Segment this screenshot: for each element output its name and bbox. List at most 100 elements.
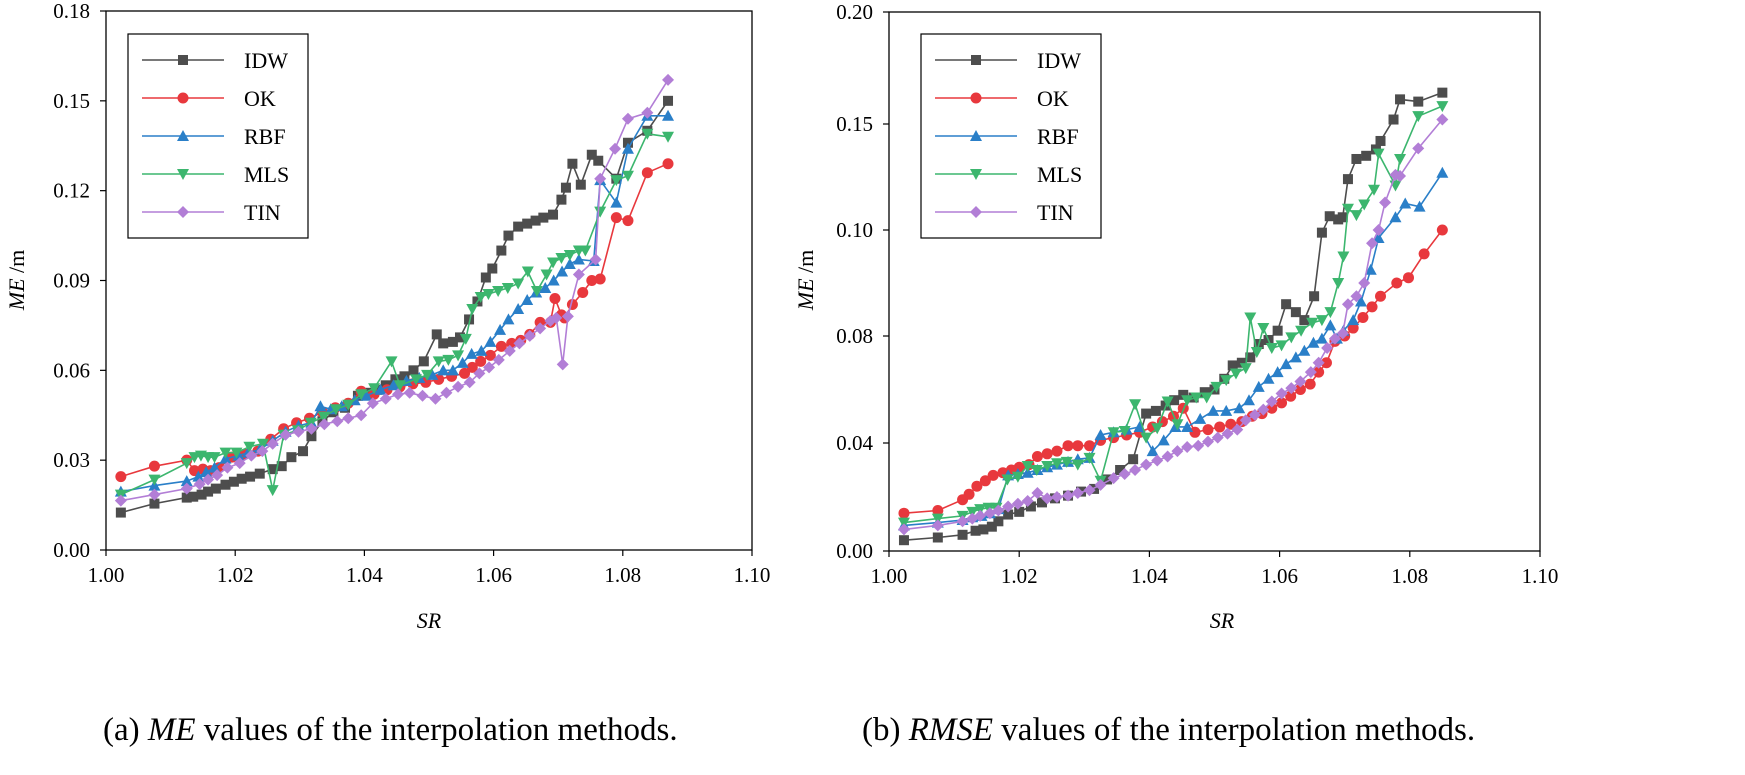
data-point-mls: [466, 303, 479, 315]
data-point-mls: [662, 131, 675, 143]
data-point-rbf: [192, 470, 205, 482]
data-point-mls: [1367, 184, 1380, 196]
data-point-mls: [180, 458, 193, 470]
data-point-idw: [1245, 352, 1256, 363]
data-point-rbf: [1220, 404, 1233, 416]
legend-item-idw: IDW: [935, 48, 1081, 73]
caption-b-italic: RMSE: [908, 712, 994, 748]
data-point-rbf: [1354, 295, 1367, 307]
data-point-ok: [1347, 322, 1359, 334]
caption-b-prefix: (b): [862, 712, 909, 748]
data-point-tin: [1436, 113, 1449, 126]
data-point-ok: [1202, 424, 1214, 436]
data-point-tin: [366, 397, 379, 410]
data-point-mls: [579, 245, 592, 257]
data-point-mls: [219, 447, 232, 459]
data-point-tin: [594, 172, 607, 185]
data-point-idw: [560, 182, 571, 193]
data-point-mls: [1239, 363, 1252, 375]
data-point-tin: [1050, 491, 1063, 503]
y-tick-label: 0.06: [53, 358, 90, 382]
plot-frame: [888, 11, 1541, 552]
legend-item-mls: MLS: [142, 162, 289, 187]
legend-label: TIN: [1037, 200, 1074, 225]
legend-label: MLS: [1037, 162, 1082, 187]
data-point-tin: [1181, 441, 1194, 454]
data-point-tin: [561, 310, 574, 323]
data-point-tin: [534, 322, 547, 335]
data-point-tin: [463, 376, 476, 389]
x-tick-label: 1.02: [217, 563, 254, 587]
data-point-rbf: [232, 449, 245, 461]
data-point-tin: [1192, 439, 1205, 452]
data-point-idw: [575, 179, 586, 190]
data-point-ok: [1294, 384, 1306, 395]
data-point-ok: [1062, 440, 1074, 452]
x-axis-label: SR: [417, 608, 442, 633]
data-point-idw: [181, 492, 192, 503]
data-point-idw: [993, 516, 1004, 527]
data-point-rbf: [1436, 166, 1449, 178]
chart-rmse: 1.00 1.02 1.04 1.06 1.08 1.10 0.00 0.04 0.08 0.10…: [793, 0, 1558, 633]
data-point-tin: [621, 112, 634, 125]
data-point-tin: [202, 473, 215, 486]
x-tick-label: 1.08: [604, 563, 641, 587]
data-point-tin: [589, 253, 602, 266]
data-point-ok: [898, 507, 910, 519]
data-point-tin: [572, 268, 585, 281]
data-point-ok: [1276, 397, 1288, 409]
data-point-idw: [447, 336, 458, 347]
data-point-idw: [1128, 454, 1139, 465]
data-point-idw: [538, 212, 549, 223]
data-point-tin: [1304, 366, 1317, 379]
data-point-ok: [1436, 224, 1448, 236]
data-point-mls: [512, 278, 525, 290]
data-point-tin: [221, 461, 234, 474]
chart-me: 1.00 1.02 1.04 1.06 1.08 1.10 0.00 0.03 0.06 0.09…: [4, 0, 770, 633]
data-point-mls: [1021, 460, 1034, 472]
data-point-idw: [455, 332, 466, 343]
data-point-mls: [243, 441, 256, 453]
legend-marker: [177, 92, 189, 104]
data-point-ok: [1225, 418, 1237, 430]
data-point-tin: [1372, 224, 1385, 236]
data-point-rbf: [1262, 372, 1275, 384]
data-point-rbf: [1181, 420, 1194, 432]
data-point-tin: [609, 142, 622, 155]
data-point-ok: [1266, 402, 1278, 414]
legend: IDW OK RBF MLS TIN: [920, 33, 1102, 239]
data-point-rbf: [360, 389, 373, 401]
data-point-tin: [379, 392, 392, 405]
data-point-mls: [1295, 325, 1308, 337]
data-point-tin: [641, 106, 654, 119]
data-point-idw: [522, 218, 533, 229]
data-point-rbf: [521, 293, 534, 305]
data-point-tin: [416, 389, 429, 402]
data-point-idw: [1150, 405, 1161, 416]
data-point-idw: [1003, 509, 1014, 520]
data-point-tin: [266, 437, 279, 450]
data-point-mls: [1358, 199, 1371, 211]
data-point-ok: [1366, 301, 1378, 313]
data-point-tin: [1294, 375, 1307, 388]
data-point-mls: [1436, 101, 1449, 113]
data-point-rbf: [1094, 428, 1107, 440]
data-point-tin: [180, 482, 193, 495]
data-point-idw: [254, 468, 265, 479]
y-axis-label-italic: ME: [4, 278, 29, 311]
data-point-tin: [1211, 431, 1224, 444]
data-point-rbf: [465, 347, 478, 359]
data-point-ok: [662, 158, 674, 170]
data-point-idw: [1388, 114, 1399, 125]
data-point-mls: [563, 250, 576, 262]
data-point-mls: [594, 206, 607, 218]
data-point-ok: [1031, 451, 1043, 462]
data-point-ok: [577, 286, 589, 298]
data-point-tin: [473, 367, 486, 380]
data-point-idw: [1351, 153, 1362, 164]
data-point-tin: [483, 361, 496, 374]
data-point-mls: [1341, 203, 1354, 215]
data-point-ok: [1320, 357, 1332, 369]
data-point-rbf: [1252, 380, 1265, 392]
